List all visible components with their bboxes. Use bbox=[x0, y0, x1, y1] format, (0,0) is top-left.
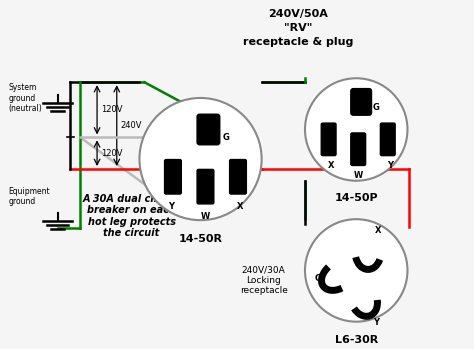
Text: 240V/30A
Locking
receptacle: 240V/30A Locking receptacle bbox=[240, 265, 288, 295]
Text: W: W bbox=[201, 212, 210, 221]
Text: W: W bbox=[354, 171, 363, 180]
Text: A 30A dual circuit
breaker on each
hot leg protects
the circuit: A 30A dual circuit breaker on each hot l… bbox=[83, 194, 180, 238]
Text: 120V: 120V bbox=[101, 149, 122, 158]
Text: X: X bbox=[374, 226, 381, 235]
Text: receptacle & plug: receptacle & plug bbox=[243, 37, 353, 47]
FancyBboxPatch shape bbox=[321, 123, 336, 156]
Text: 240V/50A: 240V/50A bbox=[268, 9, 328, 19]
FancyBboxPatch shape bbox=[351, 133, 365, 165]
Text: G: G bbox=[222, 133, 229, 142]
Text: G: G bbox=[315, 274, 322, 283]
Text: X: X bbox=[328, 161, 334, 170]
Text: Y: Y bbox=[373, 318, 379, 327]
FancyBboxPatch shape bbox=[164, 159, 182, 194]
Circle shape bbox=[305, 78, 408, 181]
Text: G: G bbox=[373, 103, 380, 112]
FancyBboxPatch shape bbox=[197, 114, 220, 145]
Text: System
ground
(neutral): System ground (neutral) bbox=[9, 83, 42, 113]
Text: 120V: 120V bbox=[101, 105, 122, 114]
Text: "RV": "RV" bbox=[284, 23, 312, 33]
FancyBboxPatch shape bbox=[229, 159, 246, 194]
Text: 240V: 240V bbox=[121, 121, 142, 130]
FancyBboxPatch shape bbox=[197, 169, 214, 204]
Text: 14-50R: 14-50R bbox=[179, 234, 222, 244]
Text: 14-50P: 14-50P bbox=[335, 193, 378, 202]
Circle shape bbox=[305, 219, 408, 322]
Circle shape bbox=[139, 98, 262, 220]
FancyBboxPatch shape bbox=[351, 89, 372, 115]
Text: X: X bbox=[237, 202, 243, 211]
Text: Y: Y bbox=[168, 202, 174, 211]
Text: Equipment
ground: Equipment ground bbox=[9, 187, 50, 206]
FancyBboxPatch shape bbox=[380, 123, 395, 156]
Text: Y: Y bbox=[387, 161, 393, 170]
Text: L6-30R: L6-30R bbox=[335, 335, 378, 346]
